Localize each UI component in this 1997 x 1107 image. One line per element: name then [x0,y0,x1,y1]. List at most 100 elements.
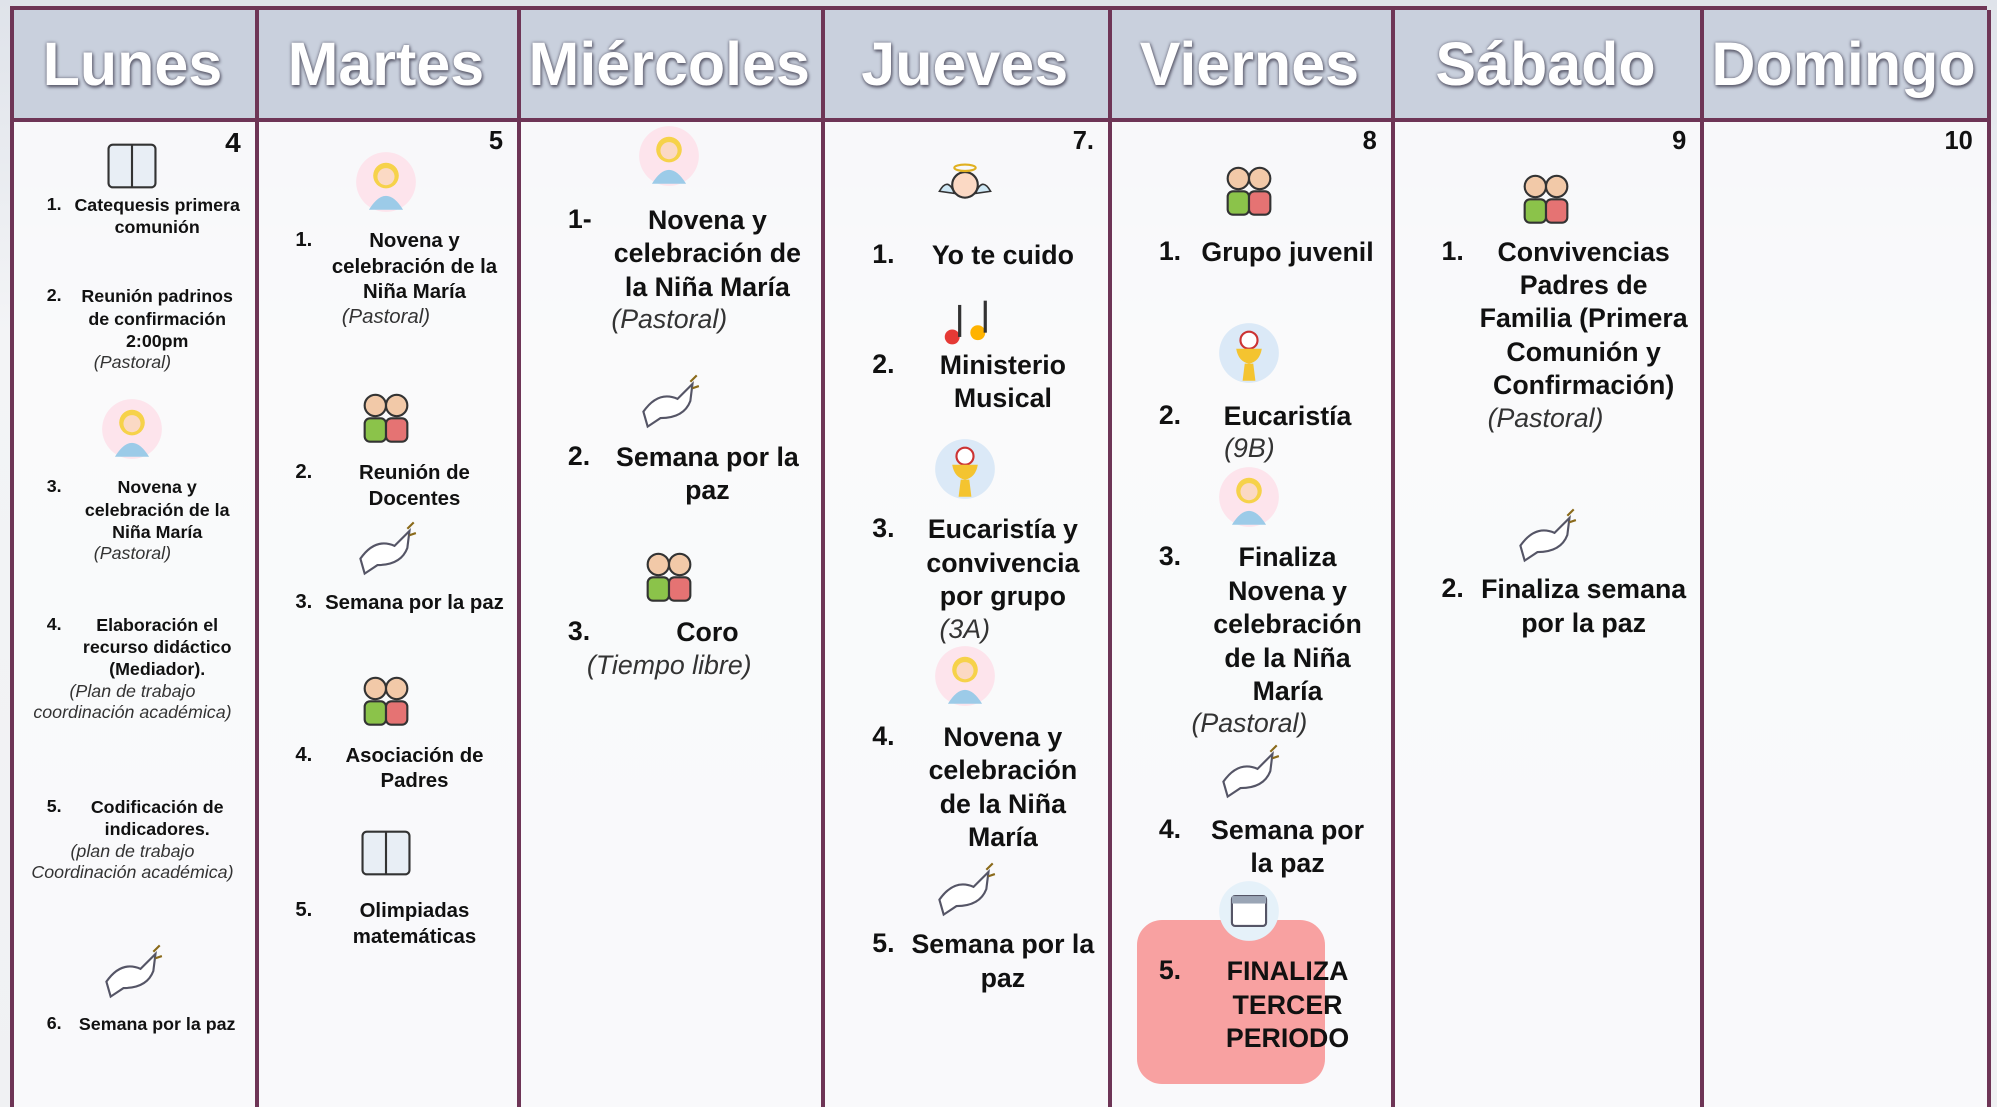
item-text: Convivencias Padres de Familia (Primera … [1479,236,1688,401]
item-text: Novena y celebración de la Niña María [331,230,498,304]
icon [100,134,164,198]
icon [1217,321,1281,385]
item-number: 3. [567,616,591,647]
event-item: 3. Novena y celebración de la Niña María(… [18,476,247,564]
icon-graphic [1219,880,1280,941]
item-number: 5. [295,899,313,922]
event-item: 1. Yo te cuido [829,239,1100,272]
item-note: (Pastoral) [611,304,728,335]
icon-graphic [1222,744,1280,798]
item-text: Semana por la paz [78,1013,236,1034]
event-item: 5. Olimpiadas matemáticas [263,899,509,950]
icon-graphic [934,646,995,707]
item-number: 2. [1441,573,1464,604]
event-item: 2. Semana por la paz [525,441,813,508]
item-text: Eucaristía [1223,400,1352,431]
item-text: Novena y celebración de la Niña María [613,204,801,302]
item-number: 1. [1441,235,1464,266]
item-number: 2. [46,285,62,306]
item-number: 2. [567,440,591,471]
item-text: Novena y celebración de la Niña María [928,721,1078,853]
day-cell [1704,122,1987,1107]
icon [933,155,997,219]
icon-graphic [1523,174,1568,224]
column-border [10,10,15,1107]
item-text: Ministerio Musical [939,349,1066,414]
date-number: 5 [488,127,504,156]
item-number: 1- [567,203,592,234]
icon-graphic [105,944,163,998]
item-note: (3A) [939,613,990,644]
event-item: 4. Semana por la paz [1116,814,1383,881]
column-border [821,10,826,1107]
event-item: 4. Elaboración el recurso didáctico (Medi… [18,614,247,723]
icon [1217,879,1281,943]
event-item: 2. Reunión de Docentes [263,461,509,512]
icon-graphic [356,152,416,213]
icon [354,150,418,214]
event-item: 3. Finaliza Novena y celebración de la Ni… [1116,541,1383,739]
icon [637,541,701,605]
icon-graphic [107,143,157,189]
date-number: 8 [1362,127,1377,156]
event-item: 3. Eucaristía y convivencia por grupo (3A) [829,513,1100,644]
event-item: 5. FINALIZA TERCER PERIODO [1116,955,1383,1055]
item-text: Catequesis primera comunión [74,194,240,237]
item-text: Grupo juvenil [1201,236,1374,267]
event-item: 4. Novena y celebración de la Niña María [829,721,1100,855]
event-item: 5. Codificación de indicadores. (plan de t… [18,796,247,883]
icon-graphic [944,301,987,345]
item-text: Coro [676,617,739,648]
icon-graphic [937,163,992,200]
item-text: Elaboración el recurso didáctico (Mediad… [82,614,232,680]
date-number: 7. [1072,127,1095,156]
day-header: Jueves [821,10,1109,118]
item-number: 5. [872,928,895,959]
icon-graphic [646,552,692,603]
item-note: (9B) [1224,433,1275,464]
event-item: 1. Grupo juvenil [1116,236,1383,269]
icon [1514,163,1578,227]
icon [100,939,164,1003]
header-border [10,6,1987,10]
icon [637,124,701,188]
day-cell [258,122,518,1107]
item-text: Finaliza Novena y celebración de la Niña… [1213,542,1362,707]
event-item: 1. Novena y celebración de la Niña María(… [263,229,509,328]
item-note: (Pastoral) [1191,708,1308,739]
icon-graphic [1219,466,1280,527]
icon-graphic [363,393,409,443]
event-item: 5. Semana por la paz [829,928,1100,995]
item-text: Reunión padrinos de confirmación 2:00pm [81,286,233,351]
day-header: Sábado [1390,10,1701,118]
item-text: Olimpiadas matemáticas [352,900,477,948]
icon [354,516,418,580]
item-text: Finaliza semana por la paz [1481,574,1687,638]
column-border [1390,10,1395,1107]
day-header: Lunes [10,10,255,118]
item-number: 1. [46,193,62,214]
icon [100,397,164,461]
item-note: (Tiempo libre) [586,649,752,680]
icon-graphic [937,862,995,917]
icon [933,290,997,354]
icon [1217,155,1281,219]
date-number: 9 [1672,127,1687,156]
item-number: 2. [1158,399,1182,430]
icon [354,821,418,885]
item-text: Codificación de indicadores. [90,797,224,840]
icon-graphic [1219,323,1280,383]
icon-graphic [1226,167,1272,217]
item-text: Semana por la paz [1211,814,1365,879]
header-border [10,118,1987,122]
item-text: Reunión de Docentes [359,462,470,510]
item-note: (Pastoral) [93,352,172,373]
day-cell [1394,122,1701,1107]
item-number: 3. [46,476,62,497]
item-number: 1. [872,239,895,270]
event-item: 3. Coro (Tiempo libre) [525,616,813,680]
date-number: 4 [225,127,241,159]
item-number: 1. [1158,235,1182,266]
day-cell [14,122,255,1107]
